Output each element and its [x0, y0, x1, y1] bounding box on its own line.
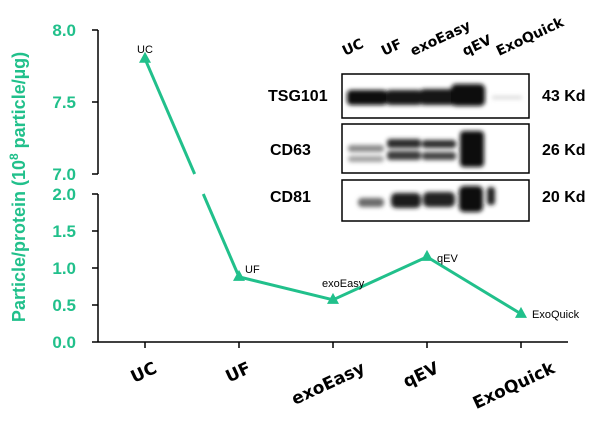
line-segment-qev-exoquick — [426, 255, 522, 316]
blot-protein-cd81: CD81 — [270, 189, 311, 206]
blot-protein-tsg101: TSG101 — [268, 88, 328, 105]
y-tick-label-1.0: 1.0 — [52, 259, 76, 278]
data-point-exoeasy — [327, 292, 339, 304]
x-tick-label-qev: qEV — [400, 358, 443, 392]
blot-panel-cd81 — [341, 179, 530, 222]
blot-lane-label-uf: UF — [379, 36, 405, 59]
blot-lane-label-uc: UC — [340, 36, 366, 60]
data-point-uc — [139, 51, 151, 63]
point-label-qev: qEV — [437, 253, 458, 265]
x-tick-label-exoquick: ExoQuick — [470, 358, 559, 414]
x-axis — [98, 341, 568, 348]
y-axis-title: Particle/protein (108 particle/µg) — [7, 52, 29, 322]
data-point-exoquick — [515, 306, 527, 318]
point-label-uc: UC — [137, 44, 153, 56]
point-label-exoquick: ExoQuick — [532, 309, 580, 321]
y-tick-label-7.5: 7.5 — [52, 93, 76, 112]
blot-lane-label-qev: qEV — [460, 32, 494, 59]
point-label-uf: UF — [245, 264, 260, 276]
y-axis-title-exponent: 8 — [7, 153, 21, 160]
blot-panel-tsg101 — [341, 73, 530, 119]
point-label-exoeasy: exoEasy — [322, 278, 365, 290]
y-tick-label-7.0: 7.0 — [52, 165, 76, 184]
x-tick-label-uf: UF — [223, 358, 254, 387]
y-axis-title-prefix: Particle/protein (10 — [9, 160, 29, 322]
blot-size-cd81: 20 Kd — [542, 189, 586, 206]
series-line — [143, 58, 522, 316]
data-point-uf — [233, 269, 245, 281]
line-segment-uc-uf-upper — [143, 58, 197, 175]
blot-size-cd63: 26 Kd — [542, 142, 586, 159]
x-tick-label-uc: UC — [128, 358, 160, 387]
y-tick-label-8.0: 8.0 — [52, 21, 76, 40]
blot-protein-cd63: CD63 — [270, 142, 311, 159]
y-tick-label-2.0: 2.0 — [52, 185, 76, 204]
line-segment-uf-exoeasy — [238, 275, 334, 302]
western-blot-inset: UC UF exoEasy qEV ExoQuick TSG101 CD63 C… — [268, 14, 586, 222]
line-segment-uc-uf-lower — [201, 193, 241, 278]
series-markers — [139, 51, 527, 318]
data-point-qev — [421, 249, 433, 261]
y-tick-label-1.5: 1.5 — [52, 222, 76, 241]
blot-size-tsg101: 43 Kd — [542, 88, 586, 105]
y-axis — [92, 29, 99, 343]
line-segment-exoeasy-qev — [332, 255, 428, 302]
y-axis-title-suffix: particle/µg) — [9, 52, 29, 153]
blot-lane-label-exoquick: ExoQuick — [494, 14, 567, 59]
x-tick-label-exoeasy: exoEasy — [289, 358, 369, 409]
y-tick-label-0.0: 0.0 — [52, 333, 76, 352]
blot-panel-cd63 — [341, 123, 530, 174]
y-tick-label-0.5: 0.5 — [52, 296, 76, 315]
